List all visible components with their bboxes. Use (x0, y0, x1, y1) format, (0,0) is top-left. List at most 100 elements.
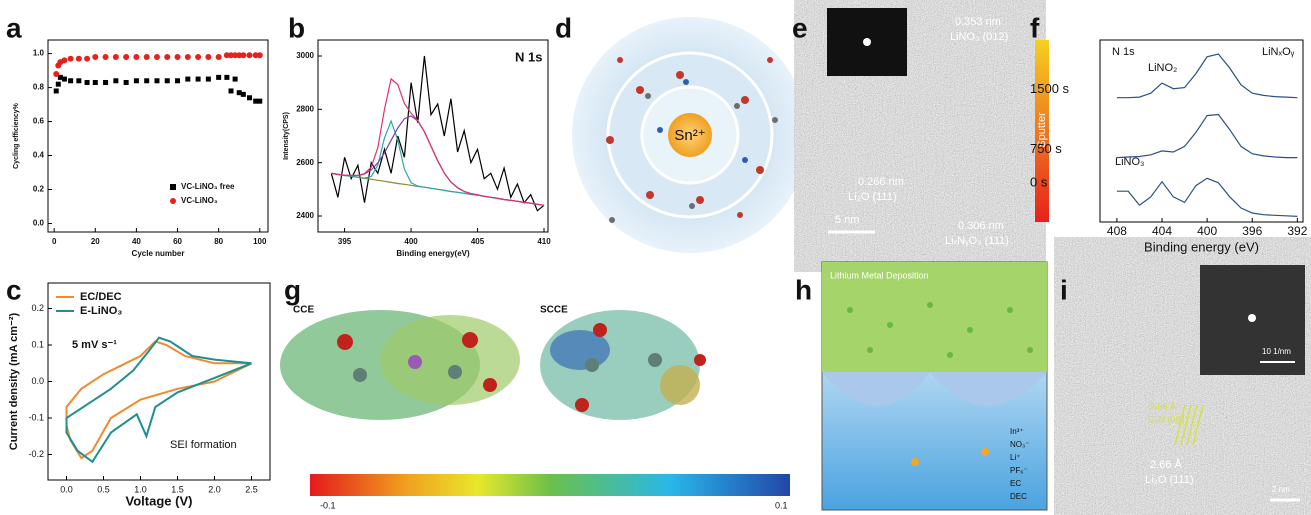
panel-h-image (821, 261, 1048, 511)
marker (76, 78, 82, 84)
marker (123, 79, 129, 85)
marker (252, 52, 259, 59)
x-tick-label: 400 (1197, 224, 1217, 238)
marker (84, 55, 91, 62)
x-tick-label: 408 (1107, 224, 1127, 238)
series-line (331, 77, 545, 206)
series-line (65, 340, 252, 460)
x-tick-label: 40 (132, 237, 141, 246)
y-tick-label: 0.8 (33, 83, 45, 92)
panel-label: f (1030, 12, 1040, 43)
marker (246, 52, 253, 59)
marker (103, 79, 109, 85)
marker (185, 76, 191, 82)
x-tick-label: 0 (52, 237, 57, 246)
annotation: 3.88 Å (1150, 401, 1176, 411)
marker (236, 52, 243, 59)
x-axis-label: Cycle number (132, 249, 185, 258)
marker (215, 53, 222, 60)
x-tick-label: 0.5 (97, 484, 110, 494)
colorbar-tick: 0.1 (775, 500, 788, 510)
plot-frame (1099, 39, 1304, 223)
plot-frame (317, 39, 549, 233)
marker (61, 57, 68, 64)
y-tick-label: 2400 (296, 211, 314, 220)
annotation: 0.306 nm (958, 220, 1004, 232)
panel-label: i (1060, 274, 1068, 305)
y-tick-label: 2600 (296, 158, 314, 167)
y-tick-label: -0.1 (28, 412, 44, 422)
marker (232, 76, 238, 82)
annotation: Li₂O (111) (848, 191, 897, 203)
marker (153, 53, 160, 60)
marker (57, 74, 63, 80)
marker (175, 78, 181, 84)
scale-bar-label: 5 nm (835, 214, 859, 226)
annotation: N 1s (515, 49, 542, 64)
series-line (65, 336, 252, 464)
legend-label: EC (1010, 479, 1021, 488)
series-label: 1500 s (1030, 81, 1070, 96)
legend-marker (170, 184, 176, 190)
marker (143, 53, 150, 60)
x-axis-label: Voltage (V) (126, 493, 193, 508)
y-tick-label: 0.0 (33, 219, 45, 228)
legend-label: VC-LiNO₃ (181, 196, 218, 205)
legend-label: E-LiNO₃ (80, 305, 122, 317)
marker (84, 79, 90, 85)
marker (133, 53, 140, 60)
x-tick-label: 100 (253, 237, 267, 246)
panel-i-image (1077, 262, 1307, 512)
annotation: LiₓNᵧO₃ (111) (945, 235, 1009, 247)
marker (240, 52, 247, 59)
y-tick-label: 1.0 (33, 49, 45, 58)
colorbar-tick: -0.1 (320, 500, 336, 510)
marker (102, 53, 109, 60)
marker (68, 78, 74, 84)
label: Lithium Metal Deposition (830, 270, 929, 280)
marker (216, 74, 222, 80)
annotation: 5 mV s⁻¹ (72, 339, 117, 351)
marker (164, 78, 170, 84)
y-tick-label: 0.2 (31, 303, 44, 313)
marker (61, 76, 67, 82)
annotation: LiNO₂ (1148, 62, 1177, 74)
sputter-colorbar (1035, 40, 1049, 222)
y-tick-label: 0.0 (31, 376, 44, 386)
label: CCE (293, 305, 314, 316)
marker (67, 55, 74, 62)
marker (205, 76, 211, 82)
panel-d-image (572, 17, 808, 253)
legend-label: DEC (1010, 492, 1027, 501)
marker (154, 78, 160, 84)
marker (113, 78, 119, 84)
marker (123, 53, 130, 60)
annotation: LiNO₃ (1115, 156, 1145, 168)
marker (227, 52, 234, 59)
y-tick-label: -0.2 (28, 449, 44, 459)
scale-bar-label: 2 nm (1272, 485, 1290, 494)
marker (92, 79, 98, 85)
series-line (1116, 53, 1298, 99)
x-axis-label: Binding energy (eV) (1144, 239, 1259, 254)
panel-label: e (792, 12, 808, 43)
marker (144, 78, 150, 84)
annotation: Li₂O (111) (1145, 474, 1194, 486)
x-tick-label: 60 (173, 237, 182, 246)
panel-label: a (6, 12, 22, 43)
series-label: 0 s (1030, 175, 1048, 190)
legend-label: In³⁺ (1010, 427, 1024, 436)
marker (195, 76, 201, 82)
annotation: LiNₓOᵧ (1262, 46, 1295, 58)
annotation: N 1s (1112, 46, 1135, 58)
marker (256, 52, 263, 59)
legend-label: PF₆⁻ (1010, 466, 1028, 475)
legend-label: EC/DEC (80, 291, 122, 303)
y-tick-label: 2800 (296, 104, 314, 113)
y-axis-label: Current density (mA cm⁻²) (8, 312, 20, 450)
marker (195, 53, 202, 60)
y-axis-label: Intensity(CPS) (283, 112, 290, 160)
label: SCCE (540, 305, 568, 316)
legend-marker (170, 198, 176, 204)
